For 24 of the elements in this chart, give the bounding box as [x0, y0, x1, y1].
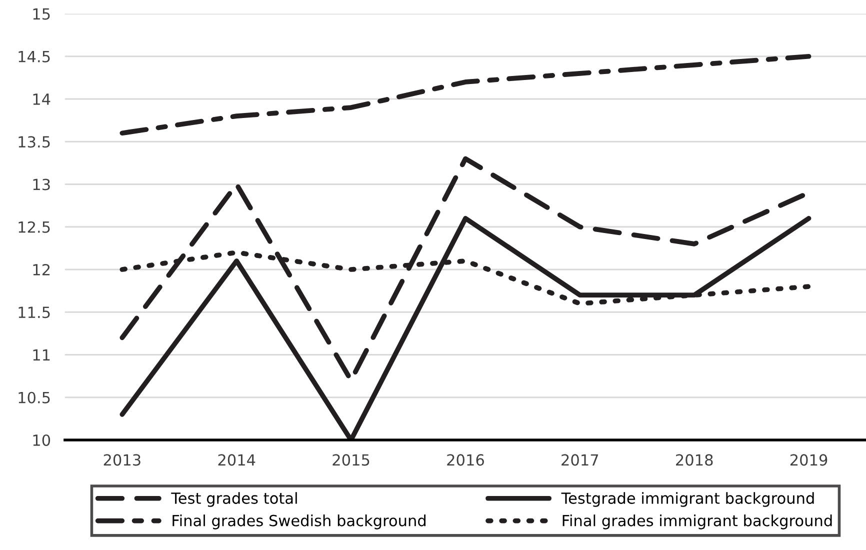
legend-label: Test grades total — [171, 492, 297, 507]
legend-label: Final grades immigrant background — [562, 514, 832, 530]
y-tick-label: 11.5 — [18, 306, 50, 318]
x-tick-label: 2013 — [104, 454, 140, 466]
line-series — [120, 54, 812, 136]
y-tick-label: 13 — [33, 178, 50, 190]
line-series — [120, 216, 812, 440]
y-tick-label: 12 — [33, 264, 50, 276]
y-tick-label: 14.5 — [18, 51, 50, 62]
x-tick-label: 2014 — [218, 454, 256, 466]
y-tick-label: 10.5 — [18, 392, 50, 404]
legend-label: Testgrade immigrant background — [561, 492, 814, 507]
y-tick-label: 14 — [33, 94, 50, 105]
x-tick-label: 2016 — [447, 454, 484, 466]
y-tick-label: 15 — [33, 8, 50, 20]
legend-label: Final grades Swedish background — [172, 514, 426, 530]
x-tick-label: 2019 — [790, 454, 828, 466]
x-tick-label: 2015 — [332, 454, 370, 466]
y-tick-label: 10 — [33, 434, 50, 446]
y-tick-label: 11 — [33, 349, 50, 361]
y-tick-label: 13.5 — [18, 136, 50, 148]
x-tick-label: 2018 — [676, 454, 713, 466]
x-tick-label: 2017 — [562, 454, 598, 466]
y-tick-label: 12.5 — [18, 221, 50, 233]
